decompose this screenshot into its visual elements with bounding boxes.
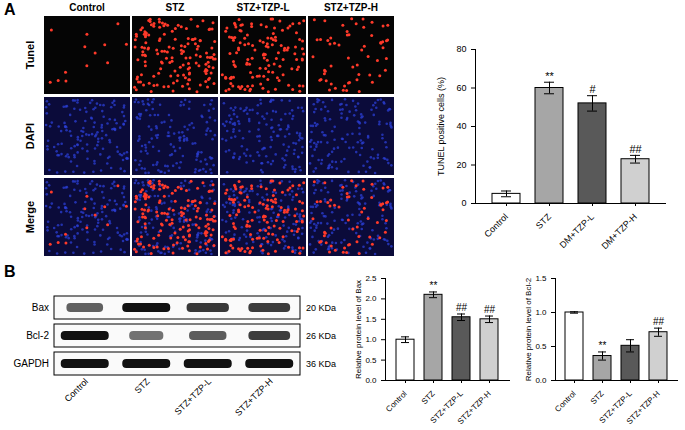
svg-text:Tunel: Tunel xyxy=(24,41,36,70)
svg-text:1.0: 1.0 xyxy=(365,335,377,344)
svg-text:**: ** xyxy=(599,340,607,351)
svg-text:40: 40 xyxy=(456,121,466,131)
svg-text:0.5: 0.5 xyxy=(535,342,547,351)
svg-text:0.0: 0.0 xyxy=(535,376,547,385)
svg-text:0: 0 xyxy=(461,198,466,208)
svg-text:1.5: 1.5 xyxy=(535,274,547,283)
svg-text:60: 60 xyxy=(456,83,466,93)
svg-text:26 KDa: 26 KDa xyxy=(306,331,336,341)
svg-text:36 KDa: 36 KDa xyxy=(306,359,336,369)
svg-text:STZ+TZP-L: STZ+TZP-L xyxy=(173,376,213,416)
svg-text:##: ## xyxy=(653,316,665,327)
svg-text:20 KDa: 20 KDa xyxy=(306,303,336,313)
svg-text:GAPDH: GAPDH xyxy=(13,358,49,369)
svg-text:TUNEL positive cells (%): TUNEL positive cells (%) xyxy=(436,77,446,176)
svg-text:1.0: 1.0 xyxy=(535,308,547,317)
svg-text:DM+TZP-L: DM+TZP-L xyxy=(558,212,596,250)
svg-text:A: A xyxy=(4,1,16,18)
svg-text:2.0: 2.0 xyxy=(365,294,377,303)
svg-text:STZ: STZ xyxy=(589,389,606,406)
svg-text:0.5: 0.5 xyxy=(365,356,377,365)
svg-text:**: ** xyxy=(545,70,554,82)
svg-text:STZ+TZP-H: STZ+TZP-H xyxy=(625,389,662,426)
svg-text:DAPI: DAPI xyxy=(24,123,36,149)
svg-text:0.0: 0.0 xyxy=(365,376,377,385)
svg-text:80: 80 xyxy=(456,44,466,54)
svg-text:Control: Control xyxy=(63,376,91,404)
svg-text:**: ** xyxy=(430,280,438,291)
svg-text:Merge: Merge xyxy=(24,201,36,233)
svg-text:20: 20 xyxy=(456,160,466,170)
svg-text:STZ+TZP-L: STZ+TZP-L xyxy=(236,2,289,13)
svg-text:Bax: Bax xyxy=(32,302,49,313)
svg-text:Control: Control xyxy=(384,389,409,414)
svg-text:Relative protein level of Bax: Relative protein level of Bax xyxy=(354,280,363,379)
svg-text:STZ: STZ xyxy=(420,389,437,406)
svg-text:##: ## xyxy=(456,302,468,313)
svg-text:STZ+TZP-L: STZ+TZP-L xyxy=(597,389,634,426)
svg-text:STZ: STZ xyxy=(133,376,152,395)
svg-text:##: ## xyxy=(484,304,496,315)
svg-text:B: B xyxy=(4,263,16,280)
svg-text:#: # xyxy=(589,83,596,95)
svg-text:##: ## xyxy=(629,143,642,155)
svg-text:STZ: STZ xyxy=(166,2,185,13)
svg-text:Bcl-2: Bcl-2 xyxy=(26,330,49,341)
svg-text:STZ+TZP-H: STZ+TZP-H xyxy=(324,2,378,13)
svg-text:2.5: 2.5 xyxy=(365,274,377,283)
svg-text:Control: Control xyxy=(69,2,105,13)
svg-text:Relative protein level of Bcl-: Relative protein level of Bcl-2 xyxy=(524,277,533,381)
svg-text:STZ+TZP-H: STZ+TZP-H xyxy=(233,376,275,418)
svg-text:DM+TZP-H: DM+TZP-H xyxy=(600,212,639,251)
svg-text:STZ+TZP-L: STZ+TZP-L xyxy=(428,389,465,426)
svg-text:Control: Control xyxy=(482,212,510,240)
svg-text:1.5: 1.5 xyxy=(365,315,377,324)
svg-text:STZ+TZP-H: STZ+TZP-H xyxy=(456,389,493,426)
svg-text:Control: Control xyxy=(553,389,578,414)
svg-text:STZ: STZ xyxy=(534,211,553,230)
